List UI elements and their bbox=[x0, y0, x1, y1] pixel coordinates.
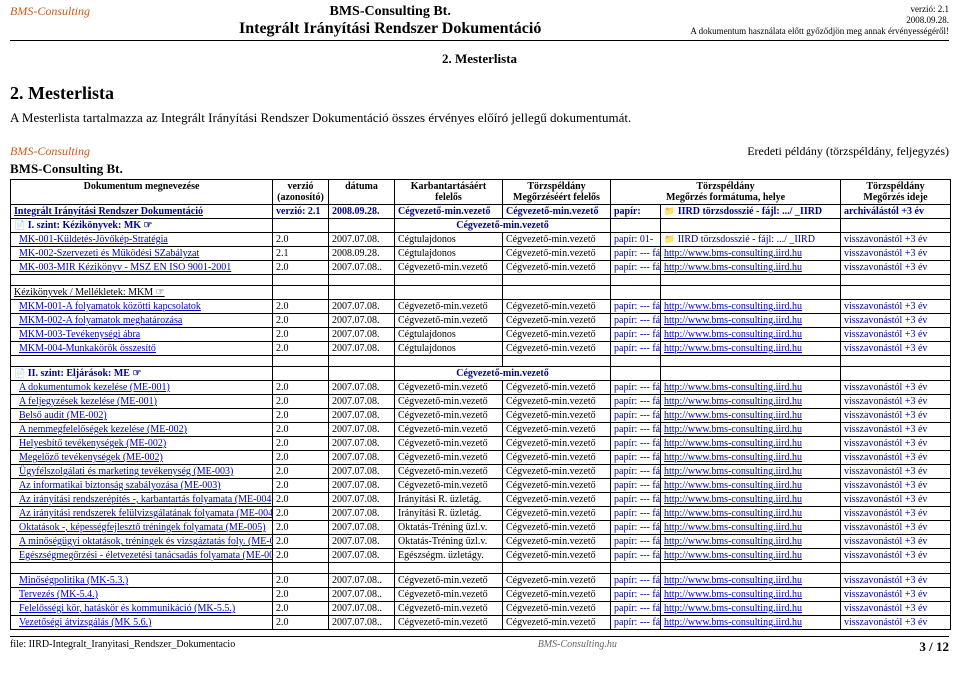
table-row: Megelőző tevékenységek (ME-002)2.02007.0… bbox=[11, 451, 951, 465]
table-row: A dokumentumok kezelése (ME-001)2.02007.… bbox=[11, 381, 951, 395]
table-row: MK-003-MIR Kézikönyv - MSZ EN ISO 9001-2… bbox=[11, 261, 951, 275]
page-footer: file: IIRD-Integralt_Iranyitasi_Rendszer… bbox=[10, 636, 949, 655]
logo-text-2: BMS-Consulting bbox=[10, 144, 90, 159]
table-row: Tervezés (MK-5.4.)2.02007.07.08..Cégveze… bbox=[11, 588, 951, 602]
intro-text: A Mesterlista tartalmazza az Integrált I… bbox=[10, 110, 949, 126]
footer-right: 3 / 12 bbox=[919, 639, 949, 655]
company-line: BMS-Consulting Bt. bbox=[10, 161, 949, 177]
table-row: A minőségügyi oktatások, tréningek és vi… bbox=[11, 535, 951, 549]
footer-mid: BMS-Consulting.hu bbox=[538, 639, 617, 655]
header-title: Integrált Irányítási Rendszer Dokumentác… bbox=[239, 20, 541, 38]
original-copy-label: Eredeti példány (törzspéldány, feljegyzé… bbox=[747, 144, 949, 159]
table-row: Oktatások -, képességfejlesztő tréningek… bbox=[11, 521, 951, 535]
table-row: MKM-003-Tevékenységi ábra2.02007.07.08.C… bbox=[11, 328, 951, 342]
header-company: BMS-Consulting Bt. bbox=[239, 4, 541, 20]
table-row: MKM-001-A folyamatok közötti kapcsolatok… bbox=[11, 300, 951, 314]
table-row: Egészségmegőrzési - életvezetési tanácsa… bbox=[11, 549, 951, 563]
th-docname: Dokumentum megnevezése bbox=[11, 180, 273, 205]
th-resp: Karbantartásáértfelelős bbox=[395, 180, 503, 205]
subtitle: 2. Mesterlista bbox=[10, 51, 949, 67]
table-row: A feljegyzések kezelése (ME-001)2.02007.… bbox=[11, 395, 951, 409]
footer-left: file: IIRD-Integralt_Iranyitasi_Rendszer… bbox=[10, 639, 235, 655]
th-format: TörzspéldányMegőrzés formátuma, helye bbox=[611, 180, 841, 205]
th-retention: TörzspéldányMegőrzés ideje bbox=[841, 180, 951, 205]
logo-text: BMS-Consulting bbox=[10, 4, 90, 19]
table-row: Vezetőségi átvizsgálás (MK 5.6.)2.02007.… bbox=[11, 616, 951, 630]
table-row: Az irányítási rendszerek felülvizsgálatá… bbox=[11, 507, 951, 521]
table-row: A nemmegfelelőségek kezelése (ME-002)2.0… bbox=[11, 423, 951, 437]
header-version: verzió: 2.1 bbox=[690, 4, 949, 15]
master-list-table: Dokumentum megnevezése verzió(azonosító)… bbox=[10, 179, 951, 630]
header-date: 2008.09.28. bbox=[690, 15, 949, 26]
table-row: Az informatikai biztonság szabályozása (… bbox=[11, 479, 951, 493]
table-row: MKM-002-A folyamatok meghatározása2.0200… bbox=[11, 314, 951, 328]
table-row: Az irányítási rendszerépítés -, karbanta… bbox=[11, 493, 951, 507]
th-keeper: TörzspéldányMegőrzéséért felelős bbox=[503, 180, 611, 205]
section-heading: 2. Mesterlista bbox=[10, 83, 949, 104]
th-version: verzió(azonosító) bbox=[273, 180, 329, 205]
table-row: Belső audit (ME-002)2.02007.07.08.Cégvez… bbox=[11, 409, 951, 423]
table-row: Ügyfélszolgálati és marketing tevékenysé… bbox=[11, 465, 951, 479]
th-date: dátuma bbox=[329, 180, 395, 205]
table-row: Helyesbítő tevékenységek (ME-002)2.02007… bbox=[11, 437, 951, 451]
table-row: MKM-004-Munkakörök összesítő2.02007.07.0… bbox=[11, 342, 951, 356]
table-row: MK-002-Szervezeti és Működési SZabályzat… bbox=[11, 247, 951, 261]
table-row: MK-001-Küldetés-Jövőkép-Stratégia2.02007… bbox=[11, 233, 951, 247]
table-row: Minőségpolitika (MK-5.3.)2.02007.07.08..… bbox=[11, 574, 951, 588]
table-row: Felelősségi kör, hatáskör és kommunikáci… bbox=[11, 602, 951, 616]
header-note: A dokumentum használata előtt győződjön … bbox=[690, 26, 949, 37]
page-header: BMS-Consulting BMS-Consulting Bt. Integr… bbox=[10, 4, 949, 41]
